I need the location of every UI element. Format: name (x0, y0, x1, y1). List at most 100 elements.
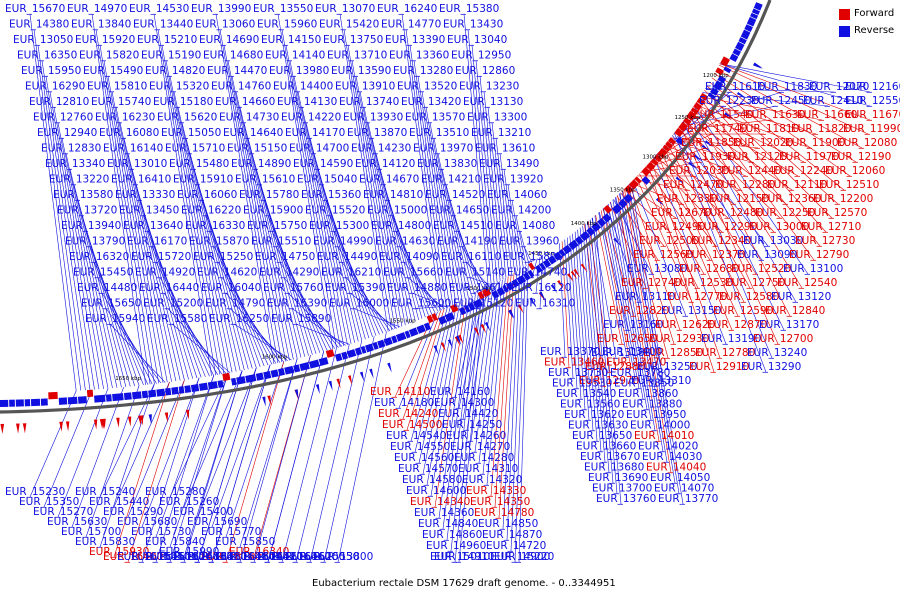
connector-line (569, 235, 582, 400)
reverse-gene (308, 359, 320, 369)
gene-label: EUR_14180 (374, 397, 434, 409)
reverse-gene (735, 41, 745, 52)
connector-line (600, 210, 632, 368)
gene-label: EUR_15650 (81, 298, 141, 310)
gene-label: EUR_15350 (19, 496, 79, 508)
forward-gene (624, 184, 634, 194)
gene-label: EUR_14260 (446, 430, 506, 442)
forward-gene (699, 92, 709, 101)
reverse-gene (190, 384, 200, 393)
connector-line (499, 153, 515, 273)
connector-line (101, 292, 157, 384)
connector-line (510, 267, 523, 552)
connector-line (483, 91, 504, 280)
gene-label: EUR_13220 (49, 174, 109, 186)
gene-label: EUR_14900 (490, 551, 550, 563)
gene-label: EUR_12150 (709, 193, 769, 205)
reverse-gene (542, 259, 552, 268)
gene-label: EUR_12280 (715, 179, 775, 191)
connector-line (201, 199, 261, 367)
connector-line (629, 183, 681, 331)
connector-line (470, 284, 494, 442)
gene-label: EUR_15380 (439, 3, 499, 15)
connector-line (425, 106, 460, 303)
gene-label: EUR_14850 (478, 518, 538, 530)
gene-label: EUR_14250 (442, 419, 502, 431)
connector-line (99, 383, 155, 548)
connector-line (337, 246, 387, 333)
gene-label: EUR_13650 (572, 430, 632, 442)
reverse-gene (675, 176, 684, 185)
gene-label: EUR_16390 (267, 298, 327, 310)
reverse-gene (455, 335, 462, 346)
connector-line (159, 277, 219, 375)
gene-label: EUR_14540 (386, 430, 446, 442)
gene-label: EUR_15040 (297, 174, 357, 186)
connector-line (626, 186, 676, 484)
gene-label: EUR_13710 (327, 50, 387, 62)
connector-line (295, 344, 350, 563)
gene-label: EUR_14570 (398, 463, 458, 475)
forward-gene (528, 262, 536, 271)
gene-label: EUR_14800 (371, 220, 431, 232)
connector-line (718, 64, 869, 135)
tick-label: 1250 kbp (675, 115, 701, 121)
gene-label: EUR_13930 (343, 112, 403, 124)
connector-line (325, 199, 377, 336)
gene-label: EUR_16170 (127, 236, 187, 248)
connector-line (229, 308, 288, 362)
reverse-gene (40, 398, 48, 406)
reverse-gene (387, 362, 392, 373)
connector-line (253, 355, 311, 563)
connector-line (355, 75, 403, 327)
gene-label: EUR_15360 (301, 189, 361, 201)
forward-gene (641, 166, 651, 177)
gene-label: EUR_14990 (313, 236, 373, 248)
connector-line (239, 358, 298, 548)
gene-label: EUR_14590 (293, 158, 353, 170)
forward-gene (267, 395, 271, 406)
gene-label: EUR_13460 (544, 357, 604, 369)
gene-label: EUR_12620 (655, 319, 715, 331)
connector-line (197, 367, 257, 563)
connector-line (607, 203, 644, 400)
reverse-gene (675, 136, 685, 145)
reverse-gene (354, 347, 363, 356)
connector-line (295, 323, 350, 345)
connector-line (417, 75, 454, 306)
gene-label: EUR_14410 (243, 551, 303, 563)
gene-label: EUR_14610 (449, 282, 509, 294)
gene-label: EUR_15750 (247, 220, 307, 232)
connector-line (475, 60, 498, 283)
connector-line (275, 246, 332, 350)
reverse-gene (539, 262, 547, 271)
gene-label: EUR_16220 (181, 205, 241, 217)
connector-line (281, 348, 337, 563)
reverse-gene (597, 217, 607, 227)
connector-line (421, 91, 457, 304)
connector-line (414, 306, 451, 453)
connector-line (683, 119, 787, 205)
connector-line (57, 388, 109, 518)
reverse-gene (688, 161, 697, 169)
gene-label: EUR_12080 (837, 137, 897, 149)
gene-label: EUR_15050 (161, 127, 221, 139)
forward-gene (720, 56, 730, 67)
gene-label: EUR_14880 (387, 282, 447, 294)
gene-label: EUR_14740 (507, 267, 567, 279)
gene-label: EUR_16040 (201, 282, 261, 294)
gene-label: EUR_13180 (591, 347, 651, 359)
gene-label: EUR_11820 (791, 123, 851, 135)
gene-label: EUR_14090 (379, 251, 439, 263)
gene-label: EUR_14510 (433, 220, 493, 232)
reverse-gene (171, 386, 179, 395)
connector-line (321, 184, 373, 337)
connector-line (592, 217, 618, 494)
forward-gene (657, 147, 668, 159)
gene-label: EUR_13110 (615, 291, 675, 303)
connector-line (305, 122, 359, 342)
connector-line (719, 63, 871, 93)
gene-label: EUR_11540 (693, 109, 753, 121)
reverse-gene (547, 255, 557, 265)
gene-label: EUR_12360 (761, 193, 821, 205)
